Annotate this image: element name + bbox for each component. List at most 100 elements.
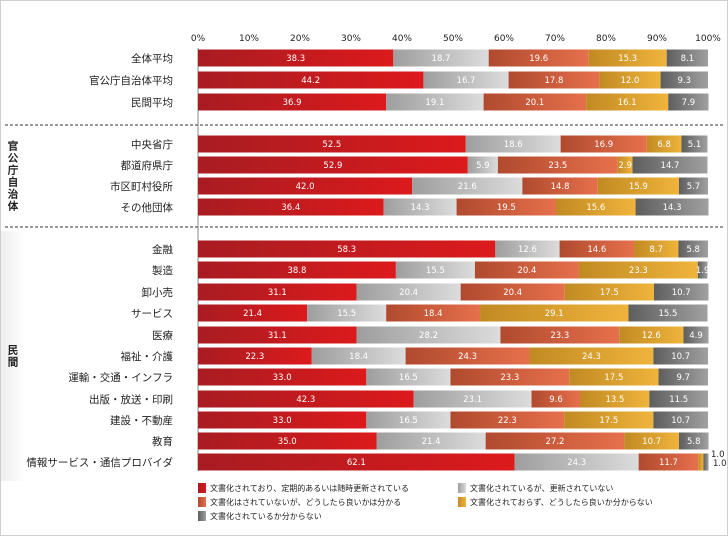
category-label: 中央省庁 [131, 138, 173, 151]
x-tick-label: 100% [695, 34, 721, 44]
bar-segment [423, 71, 509, 89]
data-label: 10.7 [671, 416, 690, 426]
bar-segment [356, 326, 501, 344]
data-label: 15.3 [618, 54, 637, 64]
category-label: サービス [131, 308, 173, 320]
bar-segment [307, 304, 387, 322]
data-label: 1.0 [711, 450, 725, 460]
bar-segment [474, 261, 579, 279]
bar-segment [383, 198, 457, 216]
bar-segment [198, 261, 396, 279]
legend-swatch [198, 497, 206, 507]
bar-segment [619, 326, 684, 344]
data-label: 58.3 [337, 245, 356, 255]
bar-segment [638, 453, 699, 471]
bar-segment [678, 240, 708, 258]
data-label: 14.8 [551, 182, 570, 192]
bar-segment [198, 49, 394, 67]
x-tick-label: 20% [290, 34, 310, 44]
data-label: 9.6 [549, 395, 563, 405]
data-label: 1.0 [713, 459, 727, 469]
bar-segment [198, 177, 413, 195]
category-label: 卸小売 [142, 286, 174, 299]
bar-segment [500, 326, 620, 344]
data-label: 28.2 [419, 331, 438, 341]
bar-segment [649, 390, 708, 408]
data-label: 36.4 [281, 203, 300, 213]
x-tick-label: 70% [545, 34, 565, 44]
bar-segment [356, 283, 461, 301]
bar-segment [483, 93, 587, 111]
data-label: 6.8 [657, 140, 671, 150]
bar-segment [660, 71, 708, 89]
category-label: その他団体 [121, 201, 174, 214]
bar-segment [198, 432, 377, 450]
bar-segment [678, 177, 708, 195]
bar-segment [311, 347, 406, 365]
bar-segment [198, 283, 357, 301]
bar-segment [666, 49, 708, 67]
data-label: 9.3 [678, 76, 692, 86]
legend-swatch [458, 497, 466, 507]
data-label: 12.6 [642, 331, 661, 341]
data-label: 5.9 [476, 161, 490, 171]
data-label: 21.4 [243, 309, 262, 319]
data-label: 7.9 [682, 98, 696, 108]
data-label: 27.2 [546, 437, 565, 447]
data-label: 16.5 [399, 373, 418, 383]
x-tick-label: 40% [392, 34, 412, 44]
bar-segment [386, 93, 484, 111]
bar-segment [634, 240, 679, 258]
data-label: 35.0 [278, 437, 297, 447]
data-label: 14.3 [411, 203, 430, 213]
data-label: 24.3 [567, 458, 586, 468]
bar-segment [480, 304, 629, 322]
bar-segment [646, 135, 682, 153]
data-label: 16.9 [594, 140, 613, 150]
data-label: 5.1 [688, 140, 702, 150]
data-label: 33.0 [273, 373, 292, 383]
bar-segment [703, 453, 709, 471]
category-label: 官公庁自治体平均 [89, 74, 173, 87]
data-label: 62.1 [347, 458, 366, 468]
data-label: 36.9 [283, 98, 302, 108]
bar-segment [617, 156, 633, 174]
bar-segment [698, 453, 704, 471]
data-label: 52.5 [322, 140, 341, 150]
bar-segment [198, 453, 515, 471]
data-label: 38.8 [287, 266, 306, 276]
data-label: 19.5 [497, 203, 516, 213]
data-label: 23.3 [500, 373, 519, 383]
data-label: 19.1 [425, 98, 444, 108]
data-label: 17.5 [599, 416, 618, 426]
data-label: 14.3 [663, 203, 682, 213]
bar-segment [412, 177, 523, 195]
bar-segment [497, 156, 618, 174]
bar-segment [580, 390, 650, 408]
data-label: 23.3 [550, 331, 569, 341]
bar-segment [198, 198, 384, 216]
data-label: 11.5 [669, 395, 688, 405]
bar-segment [393, 49, 489, 67]
legend-label: 文書化されているが、更新されていない [470, 483, 613, 493]
data-label: 24.3 [458, 352, 477, 362]
bar-segment [198, 390, 414, 408]
group-label: 公 [8, 153, 19, 165]
data-label: 2.9 [618, 161, 632, 171]
bar-segment [386, 304, 481, 322]
bar-segment [531, 390, 581, 408]
group-label: 民 [8, 345, 19, 357]
bar-segment [586, 93, 669, 111]
data-label: 5.7 [687, 182, 701, 192]
bar-segment [485, 432, 625, 450]
bar-segment [198, 93, 387, 111]
category-label: 医療 [152, 329, 173, 342]
data-label: 38.3 [286, 54, 305, 64]
group-label: 庁 [7, 164, 19, 177]
category-label: 教育 [152, 435, 173, 448]
group-label: 治 [8, 188, 19, 201]
category-label: 情報サービス・通信プロバイダ [26, 456, 173, 469]
data-label: 16.7 [457, 76, 476, 86]
